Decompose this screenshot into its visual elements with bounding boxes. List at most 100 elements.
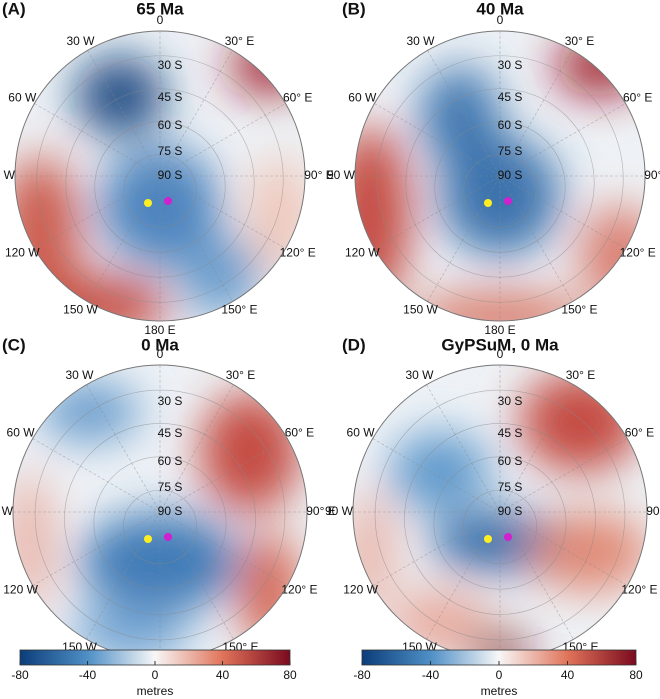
anomaly xyxy=(75,56,165,136)
latitude-label: 45 S xyxy=(158,90,183,104)
longitude-label: 120 W xyxy=(343,583,378,597)
star-yellow xyxy=(144,535,152,543)
longitude-label: 30° E xyxy=(225,34,254,48)
latitude-label: 75 S xyxy=(158,480,183,494)
longitude-label: 30 W xyxy=(405,368,434,382)
longitude-label: 180 E xyxy=(144,323,175,337)
meridian xyxy=(427,50,573,302)
graticule xyxy=(64,423,256,615)
latitude-label: 30 S xyxy=(158,58,183,72)
star-magenta xyxy=(504,197,512,205)
longitude-label: 120° E xyxy=(621,583,657,597)
longitude-label: 60 W xyxy=(8,91,37,105)
longitude-label: 150° E xyxy=(221,302,257,316)
longitude-label: 60 W xyxy=(347,426,376,440)
panel-label: (C) xyxy=(2,335,26,354)
colorbar-tick-label: -80 xyxy=(11,668,29,682)
latitude-label: 45 S xyxy=(498,90,523,104)
star-yellow xyxy=(484,535,492,543)
longitude-label: 60° E xyxy=(623,91,652,105)
latitude-label: 45 S xyxy=(498,426,523,440)
meridian xyxy=(374,103,626,249)
longitude-label: 0 xyxy=(497,347,504,361)
panel-label: (B) xyxy=(342,0,366,18)
longitude-label: 120° E xyxy=(280,246,316,260)
anomaly xyxy=(200,392,300,512)
longitude-label: 30 W xyxy=(66,34,95,48)
longitude-label: 0 xyxy=(157,13,164,27)
longitude-label: 60° E xyxy=(285,426,314,440)
anomaly xyxy=(180,236,260,316)
longitude-label: 90° E xyxy=(306,504,335,518)
longitude-label: 180 E xyxy=(484,323,515,337)
map-field xyxy=(13,365,307,659)
meridian xyxy=(426,384,574,640)
longitude-label: 90° E xyxy=(644,168,660,182)
panel-title: 65 Ma xyxy=(136,0,184,18)
meridian xyxy=(87,50,233,302)
longitude-label: 150 W xyxy=(63,302,98,316)
colorbar-tick-label: 40 xyxy=(561,668,575,682)
longitude-label: 120 W xyxy=(5,246,40,260)
colorbar-tick-label: 80 xyxy=(629,668,643,682)
latitude-label: 90 S xyxy=(158,504,183,518)
longitude-label: 120 W xyxy=(345,246,380,260)
star-magenta xyxy=(504,533,512,541)
longitude-label: 30 W xyxy=(406,34,435,48)
longitude-label: 30° E xyxy=(566,368,595,382)
latitude-label: 30 S xyxy=(498,394,523,408)
map-field xyxy=(355,31,645,321)
anomaly xyxy=(355,126,410,306)
longitude-label: 150° E xyxy=(561,302,597,316)
star-magenta xyxy=(164,533,172,541)
longitude-label: 120 W xyxy=(3,583,38,597)
colorbar-tick-label: 0 xyxy=(152,668,159,682)
star-yellow xyxy=(484,199,492,207)
map-outline xyxy=(354,30,646,322)
star-magenta xyxy=(164,197,172,205)
longitude-label: 90 W xyxy=(0,168,16,182)
longitude-label: 30° E xyxy=(226,368,255,382)
anomaly xyxy=(520,372,640,472)
colorbar-tick-label: -40 xyxy=(79,668,97,682)
panel-title: 0 Ma xyxy=(141,335,179,354)
latitude-label: 90 S xyxy=(158,168,183,182)
latitude-label: 75 S xyxy=(498,144,523,158)
anomaly-field xyxy=(15,36,305,321)
longitude-label: 60° E xyxy=(625,426,654,440)
map-outline xyxy=(14,30,306,322)
colorbar-label: metres xyxy=(481,684,518,698)
colorbar-tick-label: -80 xyxy=(353,668,371,682)
longitude-label: 0 xyxy=(157,347,164,361)
longitude-label: 60° E xyxy=(283,91,312,105)
longitude-label: 30 W xyxy=(65,368,94,382)
colorbar-tick-label: -40 xyxy=(422,668,440,682)
panel-title: GyPSuM, 0 Ma xyxy=(441,335,559,354)
panel-label: (A) xyxy=(2,0,26,18)
latitude-label: 30 S xyxy=(498,58,523,72)
latitude-label: 75 S xyxy=(498,480,523,494)
longitude-label: 120° E xyxy=(620,246,656,260)
map-field xyxy=(15,31,305,321)
longitude-label: 30° E xyxy=(565,34,594,48)
panel-label: (D) xyxy=(342,335,366,354)
star-yellow xyxy=(144,199,152,207)
panel-title: 40 Ma xyxy=(476,0,524,18)
longitude-label: 150 W xyxy=(403,302,438,316)
latitude-label: 30 S xyxy=(158,394,183,408)
colorbar-tick-label: 40 xyxy=(216,668,230,682)
map-field xyxy=(353,365,647,659)
longitude-label: 90 W xyxy=(325,504,354,518)
map-panel xyxy=(14,30,306,322)
latitude-label: 60 S xyxy=(158,118,183,132)
map-panel xyxy=(354,30,646,322)
meridian xyxy=(86,384,234,640)
colorbar-label: metres xyxy=(137,684,174,698)
longitude-label: 60 W xyxy=(7,426,36,440)
colorbar-tick-label: 0 xyxy=(496,668,503,682)
map-panel xyxy=(352,364,648,660)
graticule xyxy=(404,423,596,615)
anomaly xyxy=(530,512,647,592)
meridian xyxy=(374,103,626,249)
